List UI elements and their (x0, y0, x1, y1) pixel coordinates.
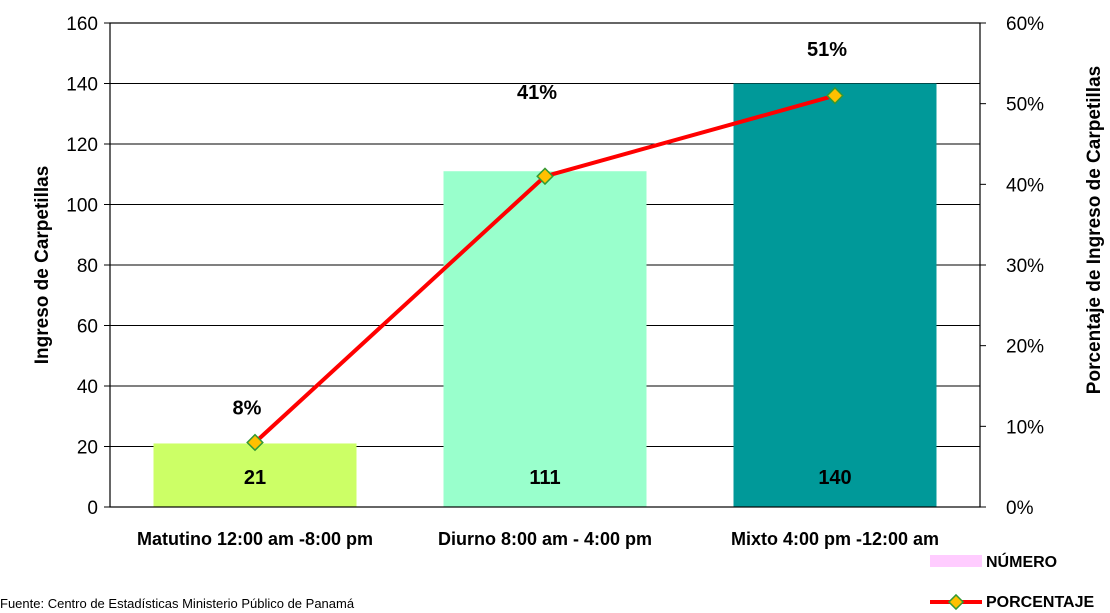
x-category-label: Diurno 8:00 am - 4:00 pm (438, 529, 652, 549)
y-axis-ticks: 0 20 40 60 80 100 120 140 160 (66, 14, 110, 519)
y-tick-label: 20 (77, 438, 98, 459)
legend: NÚMERO PORCENTAJE (930, 552, 1094, 611)
bars (153, 83, 937, 507)
bar (733, 83, 937, 507)
y2-tick-label: 40% (1006, 175, 1044, 196)
y2-axis-title: Porcentaje de Ingreso de Carpetillas (1084, 66, 1105, 394)
y-tick-label: 120 (66, 135, 98, 156)
bar-value-label: 21 (244, 467, 266, 489)
x-category-label: Mixto 4:00 pm -12:00 am (731, 529, 939, 549)
percentage-marker (826, 86, 844, 105)
bar-value-label: 140 (818, 467, 851, 489)
legend-swatch-numero (930, 555, 982, 567)
y-tick-label: 140 (66, 75, 98, 96)
y2-tick-label: 0% (1006, 498, 1034, 519)
bar-value-labels: 21 111 140 (244, 467, 852, 489)
legend-label-porcentaje: PORCENTAJE (986, 594, 1094, 611)
y-axis-title: Ingreso de Carpetillas (32, 166, 53, 365)
y-tick-label: 160 (66, 14, 98, 35)
y2-tick-label: 60% (1006, 14, 1044, 35)
source-note: Fuente: Centro de Estadísticas Ministeri… (0, 596, 355, 611)
y-tick-label: 40 (77, 377, 98, 398)
bar-value-label: 111 (529, 467, 560, 489)
y2-tick-label: 10% (1006, 417, 1044, 438)
percentage-marker (536, 167, 554, 186)
percentage-marker (246, 433, 264, 452)
percentage-line (246, 86, 844, 452)
percentage-label: 51% (807, 39, 847, 61)
y2-axis-ticks: 0% 10% 20% 30% 40% 50% 60% (980, 14, 1044, 519)
x-category-label: Matutino 12:00 am -8:00 pm (137, 529, 373, 549)
bar (443, 171, 647, 507)
percentage-labels: 8% 41% 51% (233, 39, 848, 419)
y-tick-label: 0 (87, 498, 98, 519)
bar (153, 443, 357, 507)
percentage-label: 41% (517, 82, 557, 104)
y-tick-label: 100 (66, 196, 98, 217)
y-tick-label: 80 (77, 256, 98, 277)
y2-tick-label: 50% (1006, 95, 1044, 116)
legend-swatch-porcentaje-marker (947, 593, 965, 611)
legend-label-numero: NÚMERO (986, 552, 1057, 571)
y-tick-label: 60 (77, 317, 98, 338)
x-axis-category-labels: Matutino 12:00 am -8:00 pm Diurno 8:00 am… (137, 529, 939, 549)
y2-tick-label: 30% (1006, 256, 1044, 277)
percentage-label: 8% (233, 397, 262, 419)
y2-tick-label: 20% (1006, 337, 1044, 358)
